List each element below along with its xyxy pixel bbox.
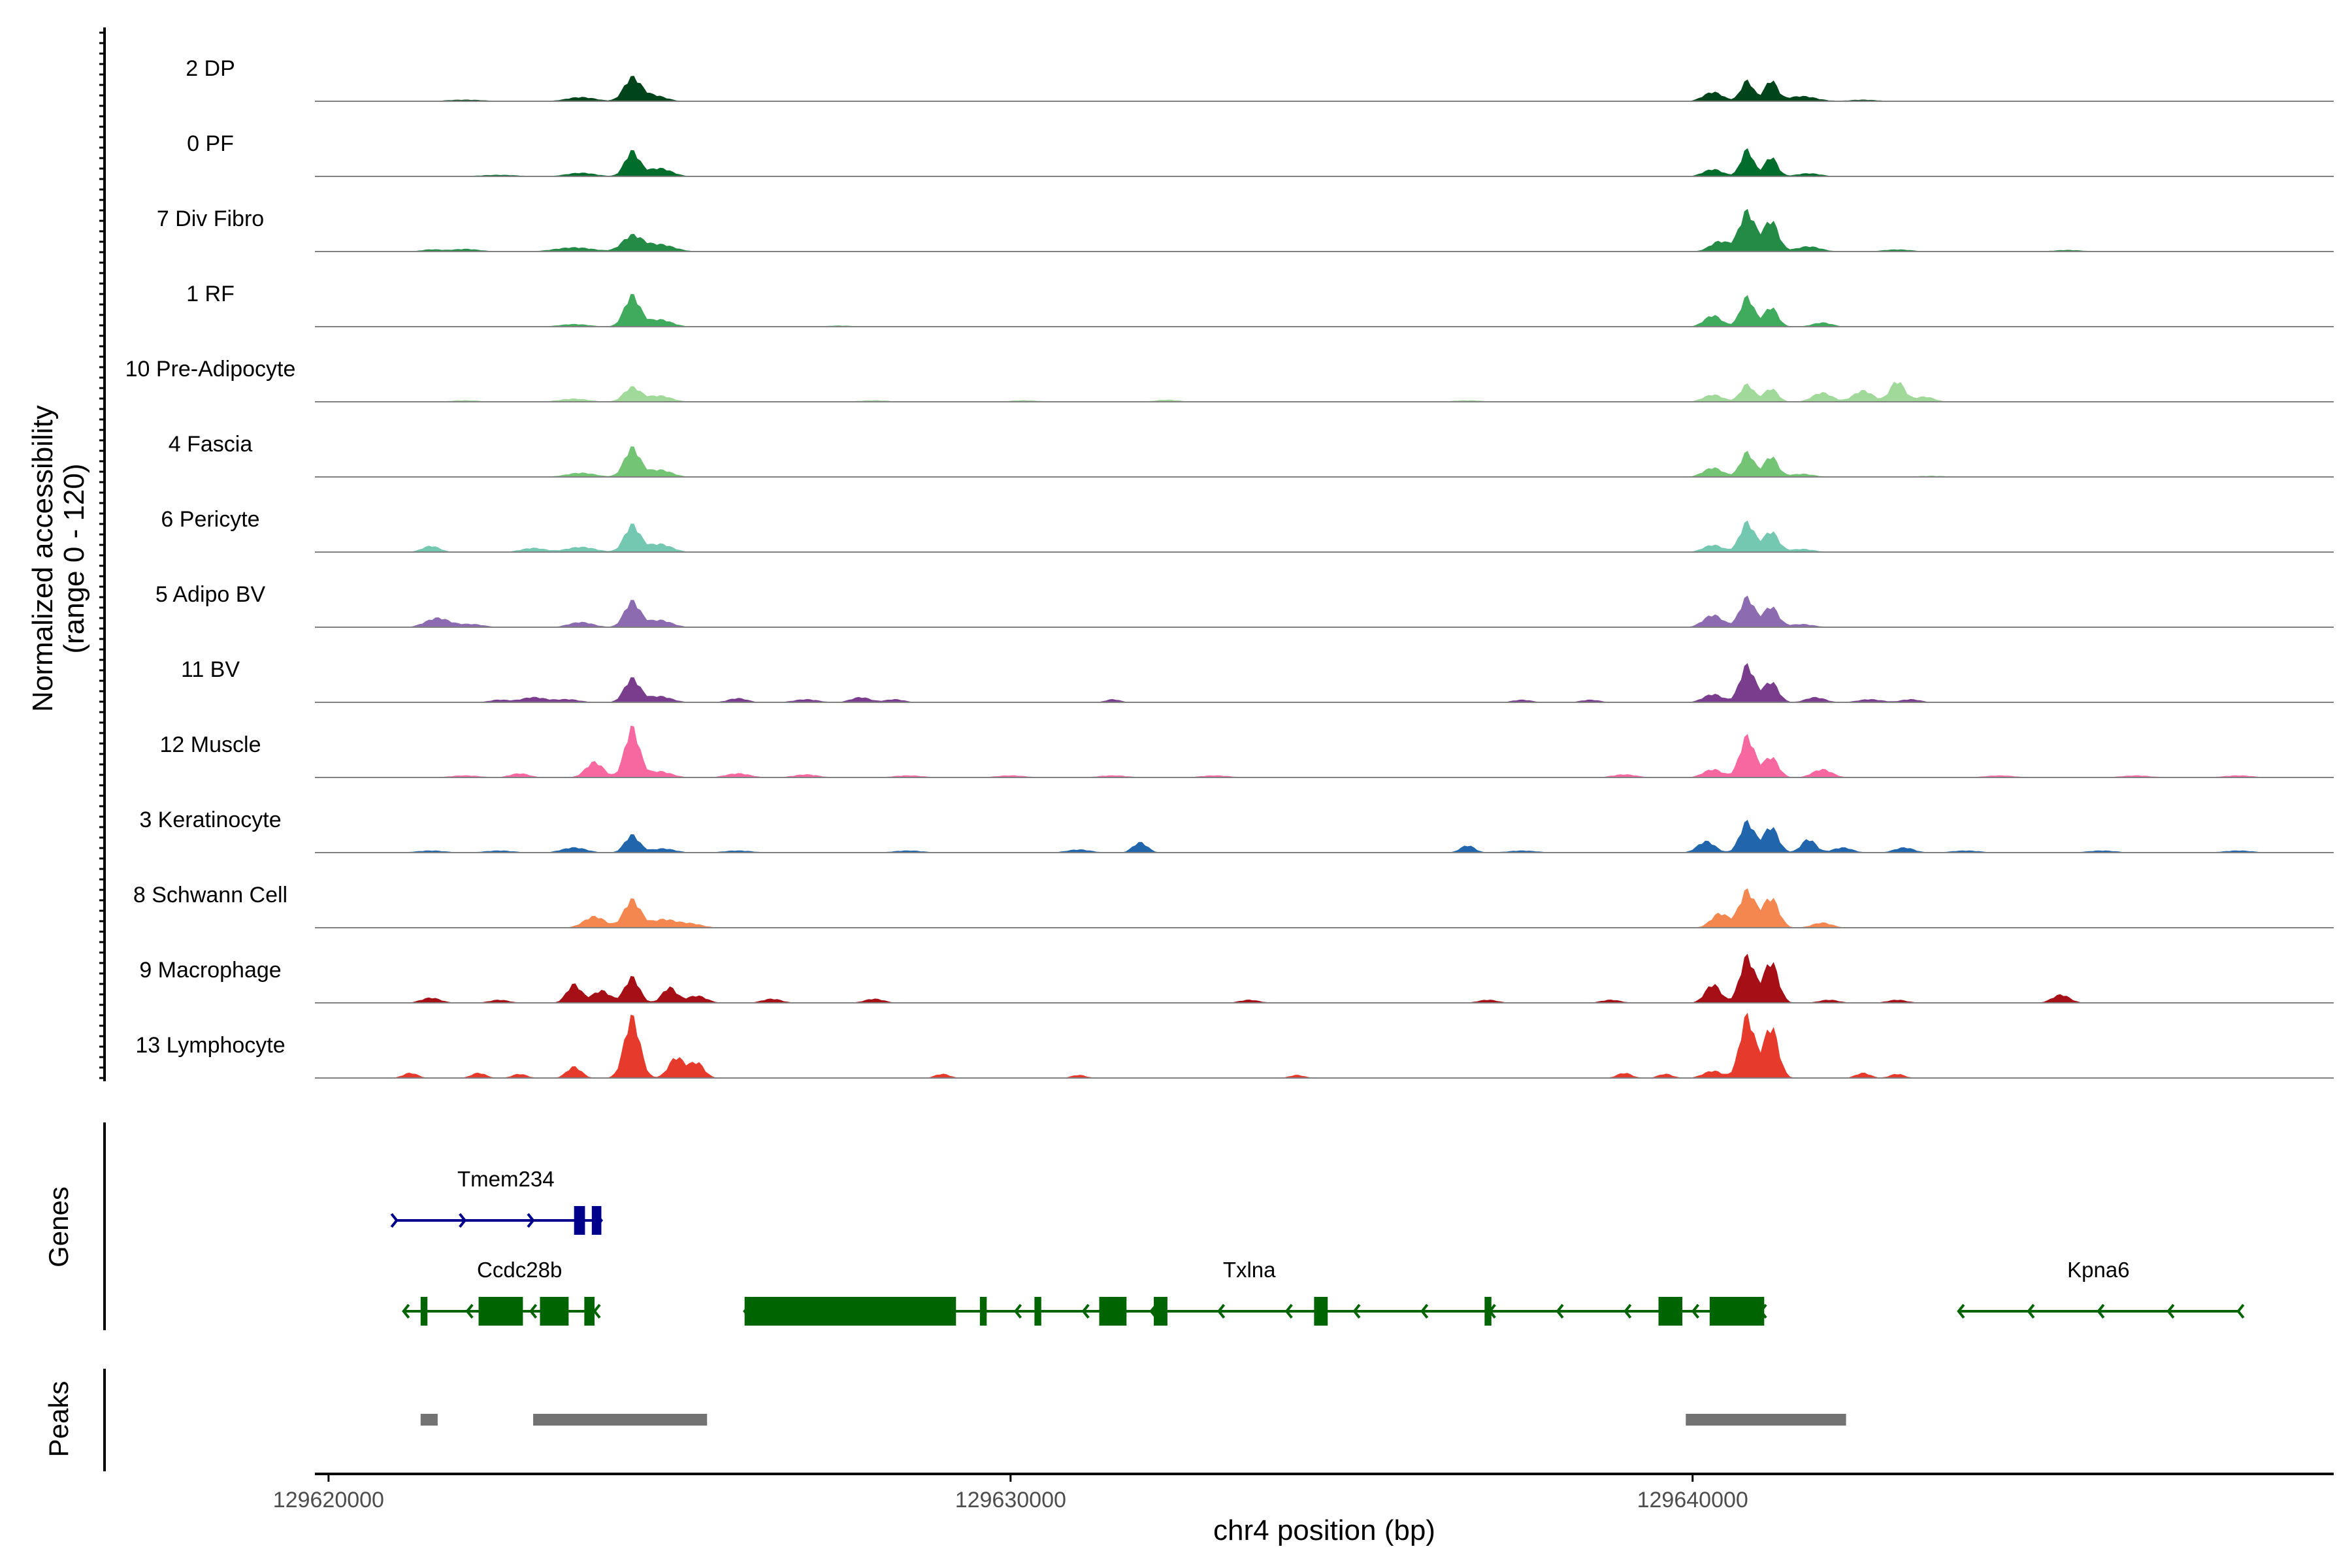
track-label: 5 Adipo BV bbox=[155, 582, 266, 607]
track-label: 4 Fascia bbox=[169, 432, 253, 457]
gene-exon bbox=[1099, 1297, 1127, 1326]
gene-strand-chevron bbox=[2097, 1303, 2105, 1319]
gene-strand-chevron bbox=[402, 1303, 410, 1319]
track-label: 13 Lymphocyte bbox=[135, 1033, 285, 1058]
x-axis-tick-label: 129630000 bbox=[955, 1488, 1066, 1512]
tracks-y-axis-ticks bbox=[99, 31, 105, 1079]
gene-strand-chevron bbox=[1420, 1303, 1429, 1319]
gene-label: Txlna bbox=[1223, 1258, 1276, 1282]
peak-region-bar bbox=[420, 1414, 438, 1426]
gene-txlna: Txlna bbox=[743, 1258, 1767, 1326]
track-label: 0 PF bbox=[187, 131, 234, 156]
track-5: 10 Pre-Adipocyte bbox=[125, 357, 2334, 402]
gene-strand-chevron bbox=[2236, 1303, 2245, 1319]
track-4: 1 RF bbox=[186, 282, 2334, 327]
gene-exon bbox=[584, 1297, 595, 1326]
gene-exon bbox=[1154, 1297, 1168, 1326]
track-label: 9 Macrophage bbox=[139, 958, 281, 983]
gene-strand-chevron bbox=[1957, 1303, 1965, 1319]
track-1: 2 DP bbox=[186, 56, 2334, 102]
track-2: 0 PF bbox=[187, 131, 2334, 177]
track-11: 3 Keratinocyte bbox=[139, 808, 2334, 853]
track-13: 9 Macrophage bbox=[139, 953, 2334, 1004]
track-3: 7 Div Fibro bbox=[157, 206, 2334, 252]
x-axis-tick-label: 129640000 bbox=[1637, 1488, 1748, 1512]
gene-strand-chevron bbox=[1556, 1303, 1564, 1319]
gene-exon bbox=[1314, 1297, 1328, 1326]
y-axis-title-line2: (range 0 - 120) bbox=[58, 463, 90, 653]
track-label: 8 Schwann Cell bbox=[133, 883, 287, 907]
gene-annotations: Tmem234 Ccdc28b Txlna Kpna6 bbox=[390, 1167, 2245, 1326]
gene-strand-chevron bbox=[1284, 1303, 1293, 1319]
gene-exon bbox=[478, 1297, 523, 1326]
gene-strand-chevron bbox=[1217, 1303, 1226, 1319]
gene-strand-chevron bbox=[529, 1303, 538, 1319]
gene-strand-chevron bbox=[2027, 1303, 2035, 1319]
gene-exon bbox=[744, 1297, 956, 1326]
gene-exon bbox=[540, 1297, 569, 1326]
gene-strand-chevron bbox=[1081, 1303, 1090, 1319]
track-label: 11 BV bbox=[181, 657, 240, 682]
y-axis-title-line1: Normalized accessibility bbox=[27, 405, 59, 711]
track-9: 11 BV bbox=[181, 657, 2334, 703]
gene-tmem234: Tmem234 bbox=[390, 1167, 604, 1235]
gene-kpna6: Kpna6 bbox=[1957, 1258, 2245, 1319]
track-label: 10 Pre-Adipocyte bbox=[125, 357, 296, 382]
track-label: 12 Muscle bbox=[160, 732, 261, 757]
gene-exon bbox=[1709, 1297, 1765, 1326]
peak-region-bar bbox=[533, 1414, 708, 1426]
peaks-panel-title: Peaks bbox=[43, 1381, 74, 1458]
x-axis-ticks: 129620000 129630000 129640000 bbox=[273, 1474, 1748, 1512]
gene-exon bbox=[1484, 1297, 1492, 1326]
gene-ccdc28b: Ccdc28b bbox=[402, 1258, 601, 1326]
gene-label: Tmem234 bbox=[457, 1167, 555, 1191]
x-axis-title: chr4 position (bp) bbox=[1213, 1514, 1435, 1546]
gene-strand-chevron bbox=[1624, 1303, 1632, 1319]
gene-strand-chevron bbox=[465, 1303, 474, 1319]
track-label: 6 Pericyte bbox=[161, 507, 259, 532]
gene-exon bbox=[979, 1297, 987, 1326]
track-coverage-area bbox=[315, 382, 2334, 402]
genes-panel-title: Genes bbox=[43, 1186, 74, 1267]
gene-exon bbox=[1658, 1297, 1683, 1326]
gene-strand-chevron bbox=[527, 1213, 535, 1228]
track-14: 13 Lymphocyte bbox=[135, 1013, 2334, 1079]
track-7: 6 Pericyte bbox=[161, 507, 2334, 553]
track-12: 8 Schwann Cell bbox=[133, 883, 2334, 928]
peak-region-bar bbox=[1686, 1414, 1846, 1426]
track-6: 4 Fascia bbox=[169, 432, 2334, 478]
gene-exon bbox=[420, 1297, 428, 1326]
gene-strand-chevron bbox=[390, 1213, 399, 1228]
gene-label: Kpna6 bbox=[2067, 1258, 2129, 1282]
track-label: 1 RF bbox=[186, 282, 235, 306]
gene-label: Ccdc28b bbox=[477, 1258, 562, 1282]
x-axis-tick-label: 129620000 bbox=[273, 1488, 384, 1512]
gene-strand-chevron bbox=[459, 1213, 467, 1228]
gene-exon bbox=[591, 1206, 602, 1235]
peak-regions bbox=[420, 1414, 1846, 1426]
gene-strand-chevron bbox=[1691, 1303, 1699, 1319]
gene-strand-chevron bbox=[2166, 1303, 2175, 1319]
gene-strand-chevron bbox=[1013, 1303, 1022, 1319]
track-8: 5 Adipo BV bbox=[155, 582, 2334, 628]
gene-exon bbox=[1034, 1297, 1041, 1326]
gene-exon bbox=[574, 1206, 585, 1235]
track-label: 2 DP bbox=[186, 56, 235, 81]
track-10: 12 Muscle bbox=[160, 725, 2334, 778]
coverage-tracks: 2 DP 0 PF 7 Div Fibro 1 RF 10 Pre-Adipocyte 4… bbox=[125, 56, 2334, 1079]
gene-strand-chevron bbox=[1352, 1303, 1361, 1319]
track-label: 3 Keratinocyte bbox=[139, 808, 281, 832]
track-label: 7 Div Fibro bbox=[157, 206, 264, 231]
